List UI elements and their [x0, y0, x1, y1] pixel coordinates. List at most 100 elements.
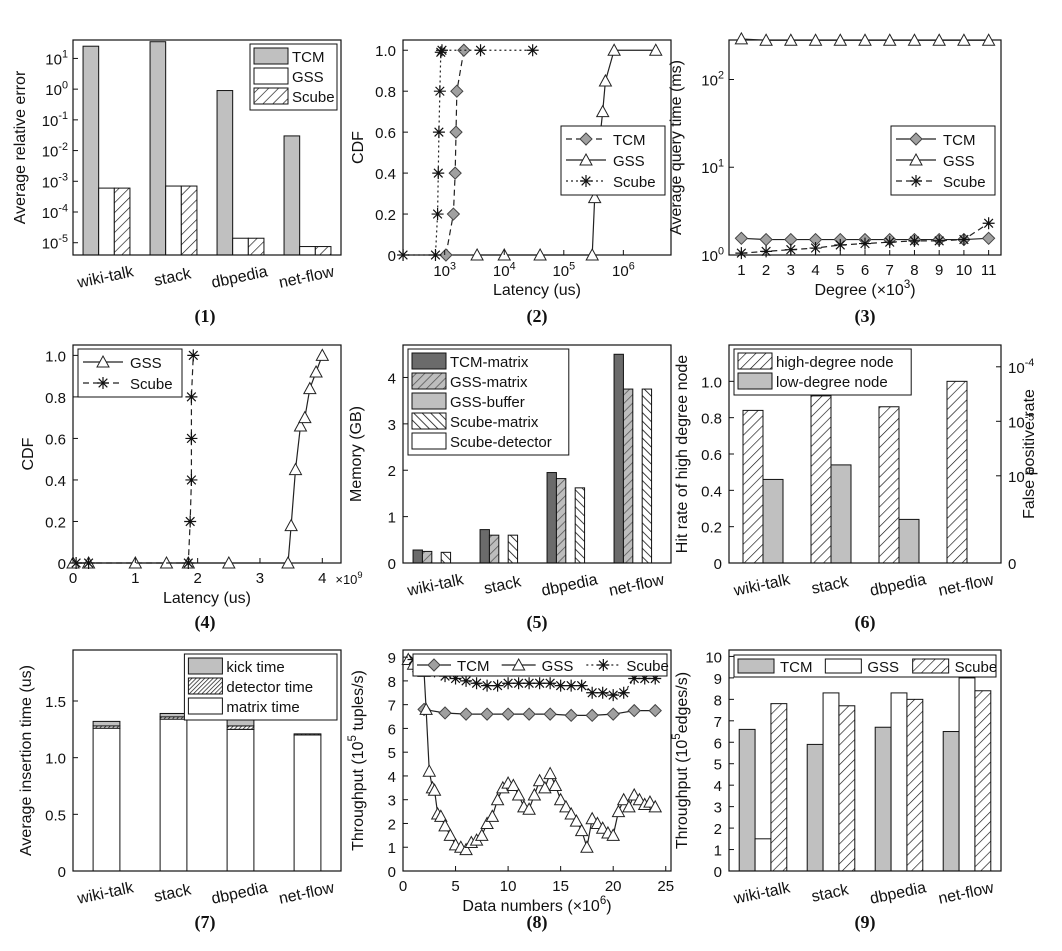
star-marker	[185, 390, 198, 403]
diamond-marker	[439, 248, 453, 262]
triangle-marker	[559, 799, 573, 813]
plot-frame	[72, 39, 342, 256]
bar	[421, 550, 433, 564]
triangle-marker	[470, 247, 484, 261]
bar	[822, 692, 840, 872]
triangle-marker	[981, 33, 996, 46]
legend-swatch	[912, 658, 950, 674]
triangle-marker	[564, 806, 578, 820]
y-tick-label: 0	[714, 864, 722, 881]
y-tick-label: 101	[701, 157, 724, 177]
bar	[299, 246, 316, 256]
diamond-marker	[448, 166, 462, 180]
triangle-marker	[783, 33, 798, 46]
star-marker	[580, 175, 592, 187]
star-marker	[809, 242, 822, 255]
category-label: stack	[153, 265, 194, 290]
diamond-marker	[427, 658, 441, 672]
y-tick-label: 0.8	[375, 84, 396, 101]
x-axis-label: Data numbers (×106)	[462, 895, 611, 915]
bar	[488, 534, 500, 564]
y-tick-label: 8	[388, 674, 396, 691]
star-marker	[433, 85, 446, 98]
legend-label: TCM	[943, 132, 976, 149]
x-tick-label: 9	[935, 262, 943, 279]
legend-label: GSS	[867, 659, 899, 676]
category-label: wiki-talk	[75, 263, 136, 292]
panel-caption: (5)	[527, 612, 548, 633]
y-tick-label: 0	[388, 248, 396, 265]
triangle-marker	[281, 555, 295, 569]
bar	[622, 388, 634, 564]
bar	[216, 90, 234, 256]
triangle-marker	[833, 33, 848, 46]
legend-label: Scube	[626, 658, 669, 675]
star-marker	[597, 659, 610, 671]
triangle-marker	[309, 364, 323, 378]
legend-swatch	[253, 47, 289, 65]
legend-label: Scube	[943, 174, 986, 191]
star-marker	[544, 677, 557, 690]
legend-label: TCM	[613, 132, 646, 149]
y2-tick-label: 0	[1008, 556, 1016, 573]
triangle-marker	[606, 828, 621, 841]
triangle-marker	[543, 766, 557, 780]
legend-label: Scube-detector	[450, 434, 552, 451]
legend-label: TCM	[457, 658, 490, 675]
legend-label: GSS	[542, 658, 574, 675]
bar	[762, 478, 784, 564]
y-tick-label: 10-1	[42, 110, 68, 130]
bar	[159, 718, 188, 872]
star-marker	[649, 672, 662, 685]
triangle-marker	[598, 73, 613, 87]
diamond-marker	[981, 231, 996, 246]
triangle-marker	[616, 792, 631, 806]
x-tick-label: 3	[787, 262, 795, 279]
star-marker	[429, 249, 442, 261]
bar	[958, 677, 976, 872]
x-axis-label: Degree (×103)	[814, 279, 915, 299]
y-tick-label: 0.2	[375, 207, 396, 224]
category-label: dbpedia	[868, 571, 927, 599]
bar	[92, 727, 121, 872]
bar	[507, 534, 519, 564]
chart-panel-9: (9) 0 1 2 3 4 5 6 7 8 9 10 wiki-talk stack dbpedia net-…	[671, 649, 1002, 933]
triangle-marker	[443, 828, 458, 841]
triangle-marker	[538, 780, 552, 794]
y-tick-label: 0.4	[375, 166, 396, 183]
legend-swatch	[737, 658, 775, 674]
x-multiplier-label: ×109	[335, 570, 362, 587]
star-marker	[182, 557, 195, 569]
legend-swatch	[411, 412, 447, 430]
legend-label: kick time	[226, 659, 284, 676]
x-tick-label: 106	[612, 260, 635, 280]
triangle-marker	[96, 354, 110, 368]
triangle-marker	[595, 104, 610, 118]
x-tick-label: 5	[836, 262, 844, 279]
panel-caption: (2)	[527, 306, 548, 327]
star-marker	[432, 167, 445, 180]
legend-label: detector time	[226, 679, 313, 696]
legend-label: GSS	[292, 69, 324, 86]
y-tick-label: 4	[388, 769, 396, 786]
diamond-marker	[449, 125, 463, 139]
bar	[546, 472, 557, 564]
legend-label: Scube-matrix	[450, 414, 539, 431]
star-marker	[834, 239, 847, 252]
bar	[82, 45, 100, 256]
category-label: wiki-talk	[75, 879, 136, 908]
y-tick-label: 1	[388, 840, 396, 857]
x-tick-label: 10	[956, 262, 973, 279]
y-tick-label: 2	[714, 821, 722, 838]
diamond-marker	[759, 232, 773, 247]
triangle-marker	[533, 247, 547, 261]
star-marker	[575, 679, 588, 692]
y-tick-label: 8	[714, 692, 722, 709]
triangle-marker	[648, 43, 663, 56]
legend-swatch	[411, 352, 447, 370]
bar	[770, 703, 788, 872]
diamond-marker	[606, 707, 620, 721]
y-axis-label: CDF	[350, 131, 367, 164]
triangle-marker	[909, 152, 923, 166]
